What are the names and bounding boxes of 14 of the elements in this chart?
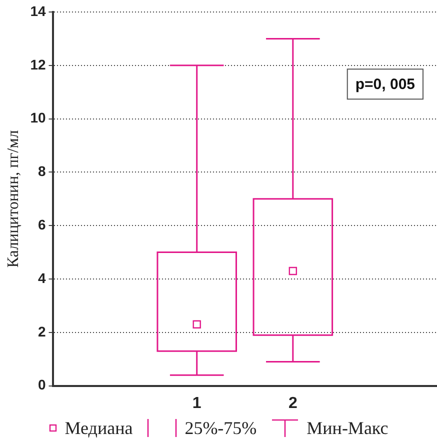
y-axis-title: Калицитонин, пг/мл	[4, 130, 22, 268]
y-tick-label: 12	[30, 56, 46, 72]
y-tick-label: 8	[38, 163, 46, 180]
text: 25%-75%	[184, 418, 257, 438]
y-tick-label: 0	[38, 376, 46, 393]
y-tick-label: 14	[30, 2, 46, 19]
y-tick-label: 10	[30, 110, 46, 126]
text: p=0, 005	[355, 76, 416, 94]
text: Мин-Макс	[306, 418, 388, 438]
x-tick-label: 1	[192, 394, 202, 412]
text: Медиана	[64, 418, 133, 438]
y-tick-label: 2	[38, 323, 46, 340]
y-tick-label: 4	[38, 270, 46, 286]
y-tick-label: 6	[38, 216, 46, 232]
